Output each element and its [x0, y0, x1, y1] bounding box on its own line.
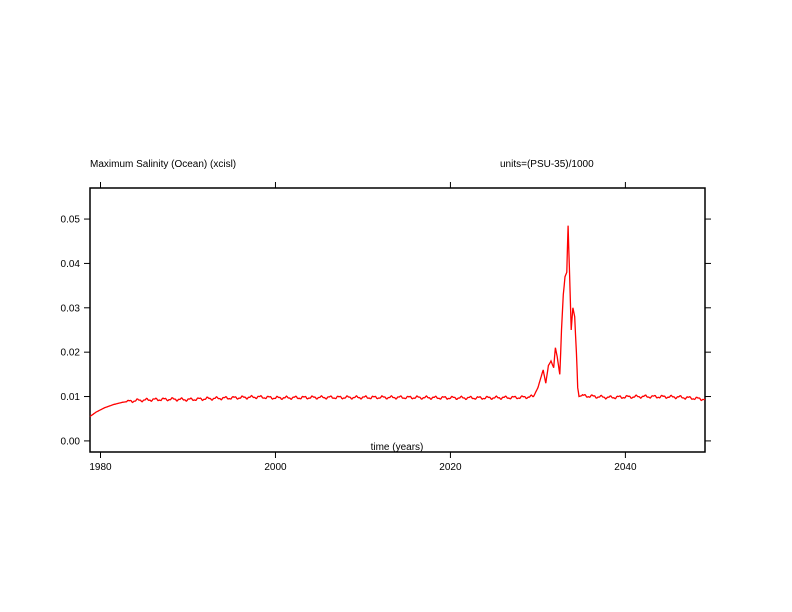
y-tick-label: 0.04: [61, 259, 81, 270]
y-tick-label: 0.02: [61, 348, 81, 359]
y-tick-label: 0.05: [61, 215, 81, 226]
series-line: [89, 225, 706, 418]
x-tick-label: 2040: [614, 462, 637, 473]
x-tick-label: 1980: [89, 462, 112, 473]
y-tick-label: 0.00: [61, 436, 81, 447]
x-axis-label: time (years): [371, 442, 424, 453]
x-tick-label: 2000: [264, 462, 287, 473]
y-tick-label: 0.01: [61, 392, 81, 403]
chart-title: Maximum Salinity (Ocean) (xcisl): [90, 159, 236, 170]
plot-frame: [89, 187, 706, 453]
y-tick-label: 0.03: [61, 303, 81, 314]
x-tick-label: 2020: [439, 462, 462, 473]
units-label: units=(PSU-35)/1000: [500, 159, 594, 170]
